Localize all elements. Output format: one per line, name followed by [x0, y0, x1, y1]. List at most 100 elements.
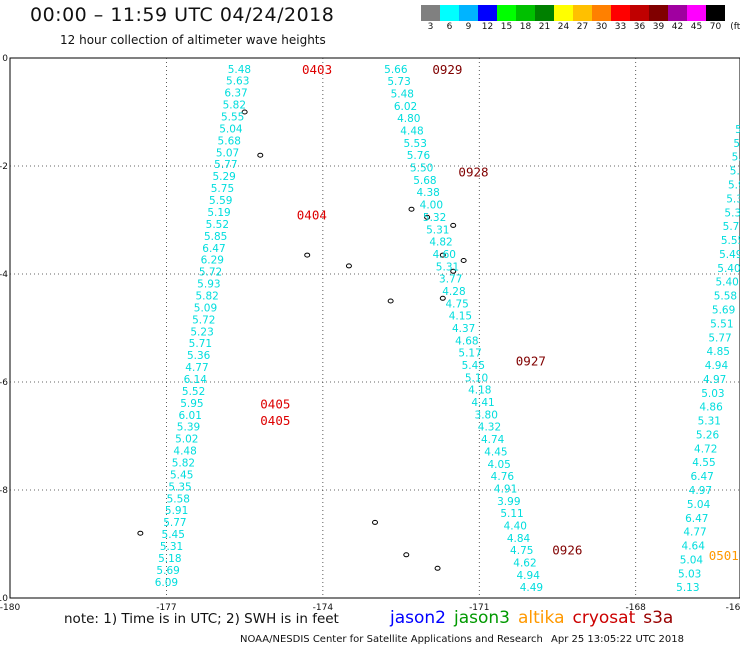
- wave-height-value: 5.71: [189, 338, 212, 350]
- legend-swatch: [611, 5, 630, 21]
- legend-label: 36: [633, 22, 646, 32]
- wave-height-value: 5.50: [410, 163, 433, 175]
- wave-height-value: 4.05: [487, 459, 510, 471]
- wave-height-value: 3.80: [475, 409, 498, 421]
- wave-height-value: 5.11: [500, 508, 523, 520]
- island-outline: [450, 268, 457, 274]
- wave-height-value: 5.23: [190, 326, 213, 338]
- wave-height-value: 5.72: [192, 314, 215, 326]
- wave-height-value: 4.91: [494, 483, 517, 495]
- legend-swatch: [459, 5, 478, 21]
- legend-label: 42: [671, 22, 684, 32]
- footer-note: note: 1) Time is in UTC; 2) SWH is in fe…: [64, 611, 339, 627]
- wave-height-value: 5.37: [726, 193, 740, 205]
- wave-height-value: 4.94: [517, 570, 541, 582]
- wave-height-value: 5.45: [170, 469, 193, 481]
- wave-height-value: 4.55: [692, 457, 715, 469]
- wave-height-value: 4.75: [445, 298, 468, 310]
- island-outline: [345, 263, 352, 269]
- plot-frame: [9, 57, 740, 599]
- pass-time-label: 0404: [297, 208, 327, 223]
- legend-swatch: [706, 5, 725, 21]
- wave-height-value: 4.45: [484, 446, 507, 458]
- island-outline: [460, 258, 467, 263]
- legend-swatch: [649, 5, 668, 21]
- wave-height-value: 5.95: [180, 398, 203, 410]
- wave-height-value: 5.93: [728, 180, 740, 192]
- credit-line: NOAA/NESDIS Center for Satellite Applica…: [240, 634, 543, 645]
- wave-height-value: 5.82: [195, 290, 218, 302]
- wave-height-value: 5.26: [696, 429, 720, 441]
- y-tick-label: -2: [0, 162, 8, 172]
- wave-height-value: 3.77: [439, 274, 462, 286]
- legend-swatch: [516, 5, 535, 21]
- wave-height-value: 5.38: [724, 207, 740, 219]
- wave-height-value: 4.41: [471, 397, 494, 409]
- wave-height-value: 5.10: [465, 372, 488, 384]
- legend-label: 18: [519, 22, 532, 32]
- satellite-jason3: jason3: [454, 608, 510, 628]
- pass-time-label: 0405: [260, 413, 290, 428]
- chart-title: 00:00 – 11:59 UTC 04/24/2018: [30, 4, 335, 26]
- pass-time-label: 0926: [552, 542, 582, 557]
- x-tick-label: -177: [156, 603, 176, 613]
- x-tick-label: -168: [625, 603, 646, 613]
- wave-height-value: 5.77: [163, 517, 186, 529]
- wave-height-value: 5.19: [207, 207, 230, 219]
- wave-height-value: 5.77: [708, 332, 731, 344]
- legend-label: 12: [481, 22, 494, 32]
- legend-swatch: [440, 5, 459, 21]
- island-outline: [450, 222, 457, 228]
- wave-height-value: 4.72: [694, 443, 717, 455]
- wave-height-value: 4.37: [452, 323, 475, 335]
- wave-height-value: 4.18: [468, 385, 491, 397]
- legend-swatch: [630, 5, 649, 21]
- wave-height-value: 5.72: [199, 267, 222, 279]
- island-outline: [241, 109, 248, 115]
- color-legend-bar: [421, 5, 725, 21]
- wave-height-value: 5.31: [698, 416, 721, 428]
- island-outline: [434, 565, 441, 571]
- wave-height-value: 5.93: [197, 279, 220, 291]
- wave-height-value: 5.40: [717, 263, 740, 275]
- wave-height-value: 4.48: [173, 446, 196, 458]
- legend-swatch: [592, 5, 611, 21]
- wave-height-value: 4.40: [504, 520, 527, 532]
- legend-label: 21: [538, 22, 551, 32]
- wave-height-value: 6.47: [685, 513, 708, 525]
- island-outline: [372, 519, 378, 525]
- satellite-altika: altika: [518, 608, 565, 628]
- legend-swatch: [687, 5, 706, 21]
- wave-height-value: 4.85: [707, 346, 730, 358]
- wave-height-value: 4.75: [510, 545, 533, 557]
- legend-label: 27: [576, 22, 589, 32]
- wave-height-value: 5.29: [212, 171, 235, 183]
- wave-height-value: 5.85: [204, 231, 227, 243]
- wave-height-value: 5.82: [172, 457, 195, 469]
- wave-height-value: 4.60: [433, 249, 456, 261]
- wave-height-value: 5.48: [228, 64, 251, 76]
- island-outline: [408, 206, 415, 212]
- legend-label: 33: [614, 22, 627, 32]
- wave-height-value: 4.15: [449, 311, 472, 323]
- legend-swatch: [573, 5, 592, 21]
- wave-height-value: 5.35: [168, 481, 191, 493]
- wave-height-value: 5.40: [715, 277, 738, 289]
- y-tick-label: -4: [0, 270, 8, 280]
- wave-height-value: 5.78: [723, 221, 740, 233]
- wave-height-value: 5.77: [214, 159, 237, 171]
- x-tick-label: -16: [726, 603, 740, 613]
- pass-time-label: 0405: [260, 397, 290, 412]
- legend-label: 30: [595, 22, 608, 32]
- wave-height-value: 4.00: [420, 200, 443, 212]
- pass-time-label: 0403: [302, 62, 332, 77]
- wave-height-value: 5.75: [211, 183, 234, 195]
- wave-height-value: 6.02: [394, 101, 417, 113]
- wave-height-value: 4.82: [429, 237, 452, 249]
- wave-height-value: 5.02: [175, 434, 198, 446]
- wave-height-value: 5.55: [221, 112, 244, 124]
- legend-label: 15: [500, 22, 513, 32]
- legend-label: 45: [690, 22, 703, 32]
- wave-height-value: 6.47: [690, 471, 713, 483]
